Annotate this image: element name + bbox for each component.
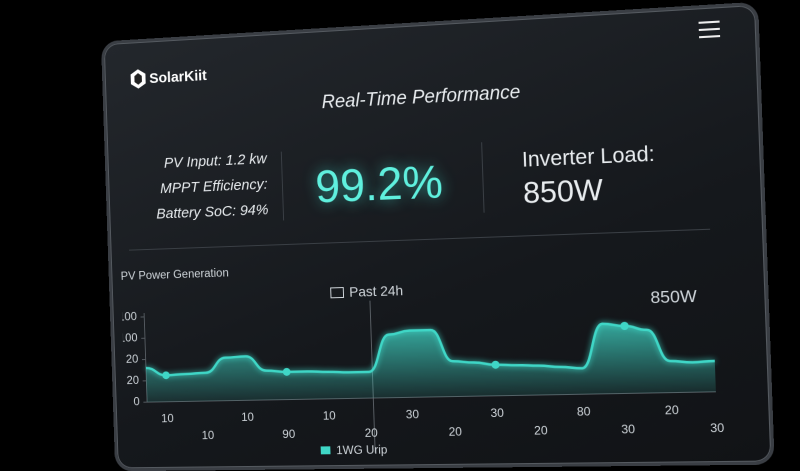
- metric: Battery SoC: 94%: [128, 197, 269, 228]
- x-tick-label: 10: [241, 411, 255, 424]
- x-tick-label: 20: [365, 427, 379, 440]
- chart-title: PV Power Generation: [121, 267, 229, 283]
- y-tick-label: 100: [120, 310, 137, 323]
- x-tick-label: 90: [282, 428, 296, 441]
- load-value: 850W: [523, 173, 604, 211]
- menu-button[interactable]: [697, 19, 721, 39]
- y-tick-label: 20: [126, 374, 139, 387]
- legend-swatch: [321, 446, 331, 454]
- x-tick-label: 10: [161, 412, 174, 425]
- x-tick-label: 10: [323, 410, 337, 423]
- y-tick-label: 0: [133, 395, 140, 408]
- x-tick-label: 20: [448, 425, 462, 439]
- metrics-list: PV Input: 1.2 kw MPPT Efficiency: Batter…: [126, 146, 269, 228]
- y-tick-label: 100: [120, 332, 138, 345]
- chart: PV Power Generation Past 24h 850W 0 20 20 1…: [120, 236, 750, 461]
- device-screen: SolarKiit Real-Time Performance PV Input…: [101, 2, 775, 471]
- y-axis: [144, 313, 147, 402]
- logo-icon: [130, 69, 145, 89]
- logo: SolarKiit: [149, 67, 207, 87]
- x-tick-label: 30: [490, 407, 504, 421]
- x-tick-label: 80: [577, 405, 592, 419]
- calendar-icon: [331, 288, 344, 298]
- x-tick-label: 30: [621, 423, 636, 437]
- x-tick-label: 30: [406, 408, 420, 422]
- divider: [281, 152, 284, 221]
- annotation: 850W: [650, 286, 697, 307]
- legend-label: 1WG Urip: [336, 444, 388, 458]
- efficiency-value: 99.2%: [286, 153, 473, 215]
- load-label: Inverter Load:: [522, 142, 656, 172]
- area: [145, 321, 716, 402]
- x-tick-label: 20: [665, 404, 680, 418]
- chart-subtitle: Past 24h: [349, 283, 403, 300]
- page: SolarKiit Real-Time Performance PV Input…: [0, 0, 800, 436]
- y-tick-label: 20: [126, 353, 139, 366]
- divider: [481, 142, 484, 212]
- x-tick-label: 30: [710, 422, 725, 436]
